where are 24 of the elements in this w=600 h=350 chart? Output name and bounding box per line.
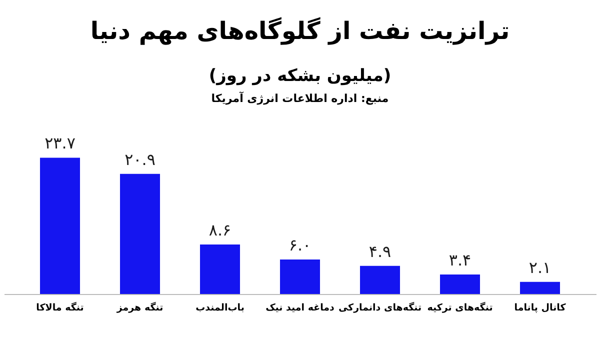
bar bbox=[200, 244, 240, 294]
x-tick-label: باب‌المندب bbox=[196, 302, 244, 314]
data-label: ۲۰.۹ bbox=[124, 150, 156, 169]
chart-title: ترانزیت نفت از گلوگاه‌های مهم دنیا bbox=[89, 16, 511, 47]
x-tick-label: تنگه‌های ترکیه bbox=[427, 302, 493, 314]
chart-subtitle: (میلیون بشکه در روز) bbox=[208, 65, 392, 88]
x-tick-label: تنگه‌های دانمارکی bbox=[338, 302, 422, 314]
bar bbox=[520, 282, 560, 294]
bar bbox=[40, 158, 80, 294]
x-tick-label: دماغه امید نیک bbox=[266, 302, 335, 314]
bar bbox=[360, 266, 400, 294]
x-tick-label: تنگه هرمز bbox=[116, 302, 164, 314]
text: منبع: اداره اطلاعات انرژی آمریکا bbox=[210, 90, 390, 107]
x-tick-label: کانال پاناما bbox=[514, 302, 566, 314]
bar bbox=[120, 174, 160, 294]
bar bbox=[440, 274, 480, 294]
data-label: ۲۳.۷ bbox=[44, 134, 76, 153]
data-label: ۲.۱ bbox=[528, 258, 552, 277]
data-label: ۴.۹ bbox=[368, 242, 392, 261]
x-tick-label: تنگه مالاکا bbox=[36, 302, 84, 314]
data-label: ۸.۶ bbox=[208, 220, 232, 240]
data-label: ۳.۴ bbox=[448, 250, 472, 270]
data-label: ۶.۰ bbox=[288, 236, 312, 254]
bar bbox=[280, 260, 320, 294]
